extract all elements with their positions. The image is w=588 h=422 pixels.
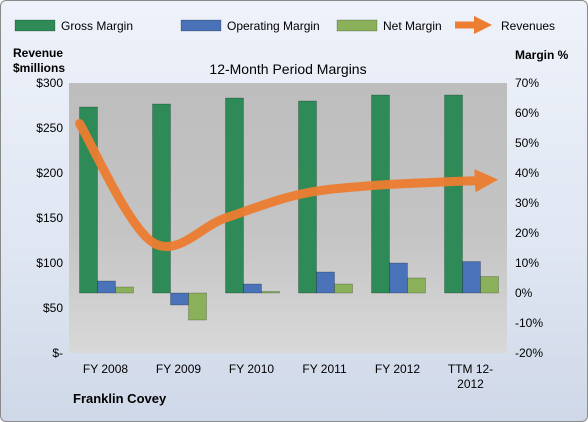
- bar-operating-margin: [389, 262, 408, 294]
- x-tick-label: FY 2008: [83, 362, 128, 376]
- company-label: Franklin Covey: [73, 391, 167, 406]
- right-tick-label: 10%: [515, 256, 539, 270]
- right-tick-label: -20%: [515, 346, 543, 360]
- bar-net-margin: [115, 286, 134, 294]
- right-tick-label: -10%: [515, 316, 543, 330]
- legend: Gross Margin Operating Margin Net Margin Re…: [14, 15, 555, 35]
- legend-label: Operating Margin: [227, 19, 320, 33]
- legend-swatch: [14, 19, 56, 32]
- bar-gross-margin: [152, 103, 171, 294]
- legend-label: Revenues: [501, 19, 555, 33]
- legend-label: Net Margin: [383, 19, 442, 33]
- bar-net-margin: [480, 276, 499, 294]
- right-tick-label: 70%: [515, 76, 539, 90]
- right-tick-label: 60%: [515, 106, 539, 120]
- right-tick-label: 20%: [515, 226, 539, 240]
- bar-gross-margin: [444, 94, 463, 294]
- bar-gross-margin: [371, 94, 390, 294]
- x-tick-label: FY 2012: [375, 362, 420, 376]
- legend-swatch: [336, 19, 378, 32]
- right-axis-label: Margin %: [515, 48, 569, 62]
- left-tick-label: $200: [36, 166, 63, 180]
- left-tick-label: $50: [43, 301, 63, 315]
- x-tick-label: TTM 12-2012: [448, 362, 493, 391]
- legend-swatch: [180, 19, 222, 32]
- x-tick-label: FY 2010: [229, 362, 274, 376]
- legend-label: Gross Margin: [61, 19, 133, 33]
- bar-operating-margin: [170, 292, 189, 306]
- bar-net-margin: [334, 283, 353, 294]
- bar-operating-margin: [243, 283, 262, 294]
- right-tick-label: 0%: [515, 286, 533, 300]
- right-tick-label: 40%: [515, 166, 539, 180]
- left-tick-label: $100: [36, 256, 63, 270]
- bar-operating-margin: [462, 261, 481, 294]
- bar-operating-margin: [316, 271, 335, 294]
- left-tick-label: $250: [36, 121, 63, 135]
- left-tick-label: $-: [52, 346, 63, 360]
- right-tick-label: 50%: [515, 136, 539, 150]
- left-tick-label: $150: [36, 211, 63, 225]
- left-tick-label: $300: [36, 76, 63, 90]
- chart-title: 12-Month Period Margins: [209, 61, 366, 77]
- x-tick-label: FY 2009: [156, 362, 201, 376]
- bar-gross-margin: [225, 97, 244, 294]
- x-tick-label: FY 2011: [302, 362, 347, 376]
- right-tick-label: 30%: [515, 196, 539, 210]
- bar-net-margin: [407, 277, 426, 294]
- bar-net-margin: [261, 291, 280, 294]
- revenues-line: [75, 119, 499, 252]
- bar-operating-margin: [97, 280, 116, 294]
- plot-area: [69, 83, 507, 353]
- bar-net-margin: [188, 292, 207, 321]
- left-axis-label: Revenue $millions: [13, 46, 65, 75]
